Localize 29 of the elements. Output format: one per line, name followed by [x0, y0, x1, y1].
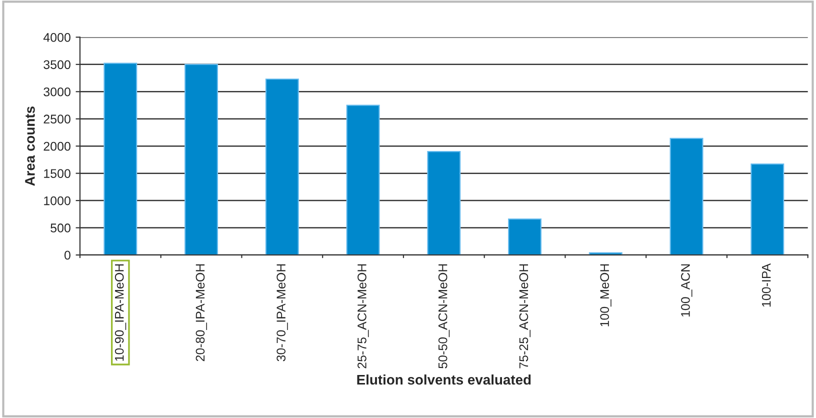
x-tick-label: 20-80_IPA-MeOH [196, 264, 207, 362]
x-tick-label: 75-25_ACN-MeOH [519, 264, 530, 368]
y-tick-label: 2000 [44, 142, 70, 151]
bar [750, 164, 784, 255]
y-tick-label: 1000 [44, 196, 70, 206]
x-axis-title: Elution solvents evaluated [357, 374, 531, 385]
bar [346, 104, 380, 255]
x-tick-label: 30-70_IPA-MeOH [276, 264, 288, 362]
y-tick-label: 500 [50, 224, 70, 232]
bar [508, 218, 542, 255]
bar [427, 150, 461, 255]
bar [670, 138, 704, 255]
y-tick-label: 1500 [44, 169, 70, 178]
x-tick-label: 100_ACN [681, 264, 692, 317]
y-tick-label: 0 [64, 250, 70, 260]
x-tick-label: 100-IPA [762, 263, 771, 307]
bar [265, 78, 299, 255]
x-tick-label: 10-90_IPA-MeOH [114, 264, 126, 361]
bar [184, 64, 218, 255]
bar [104, 62, 138, 255]
bar [588, 252, 622, 255]
y-tick-label: 4000 [43, 33, 70, 42]
x-tick-label: 50-50_ACN-MeOH [438, 264, 450, 368]
x-tick-label: 100_MeOH [600, 264, 612, 326]
x-tick-label: 25-75_ACN-MeOH [358, 264, 369, 368]
y-tick-label: 2500 [44, 114, 70, 124]
y-tick-label: 3000 [44, 87, 70, 96]
y-tick-label: 3500 [44, 60, 70, 70]
y-axis-title: Area counts [25, 106, 35, 186]
